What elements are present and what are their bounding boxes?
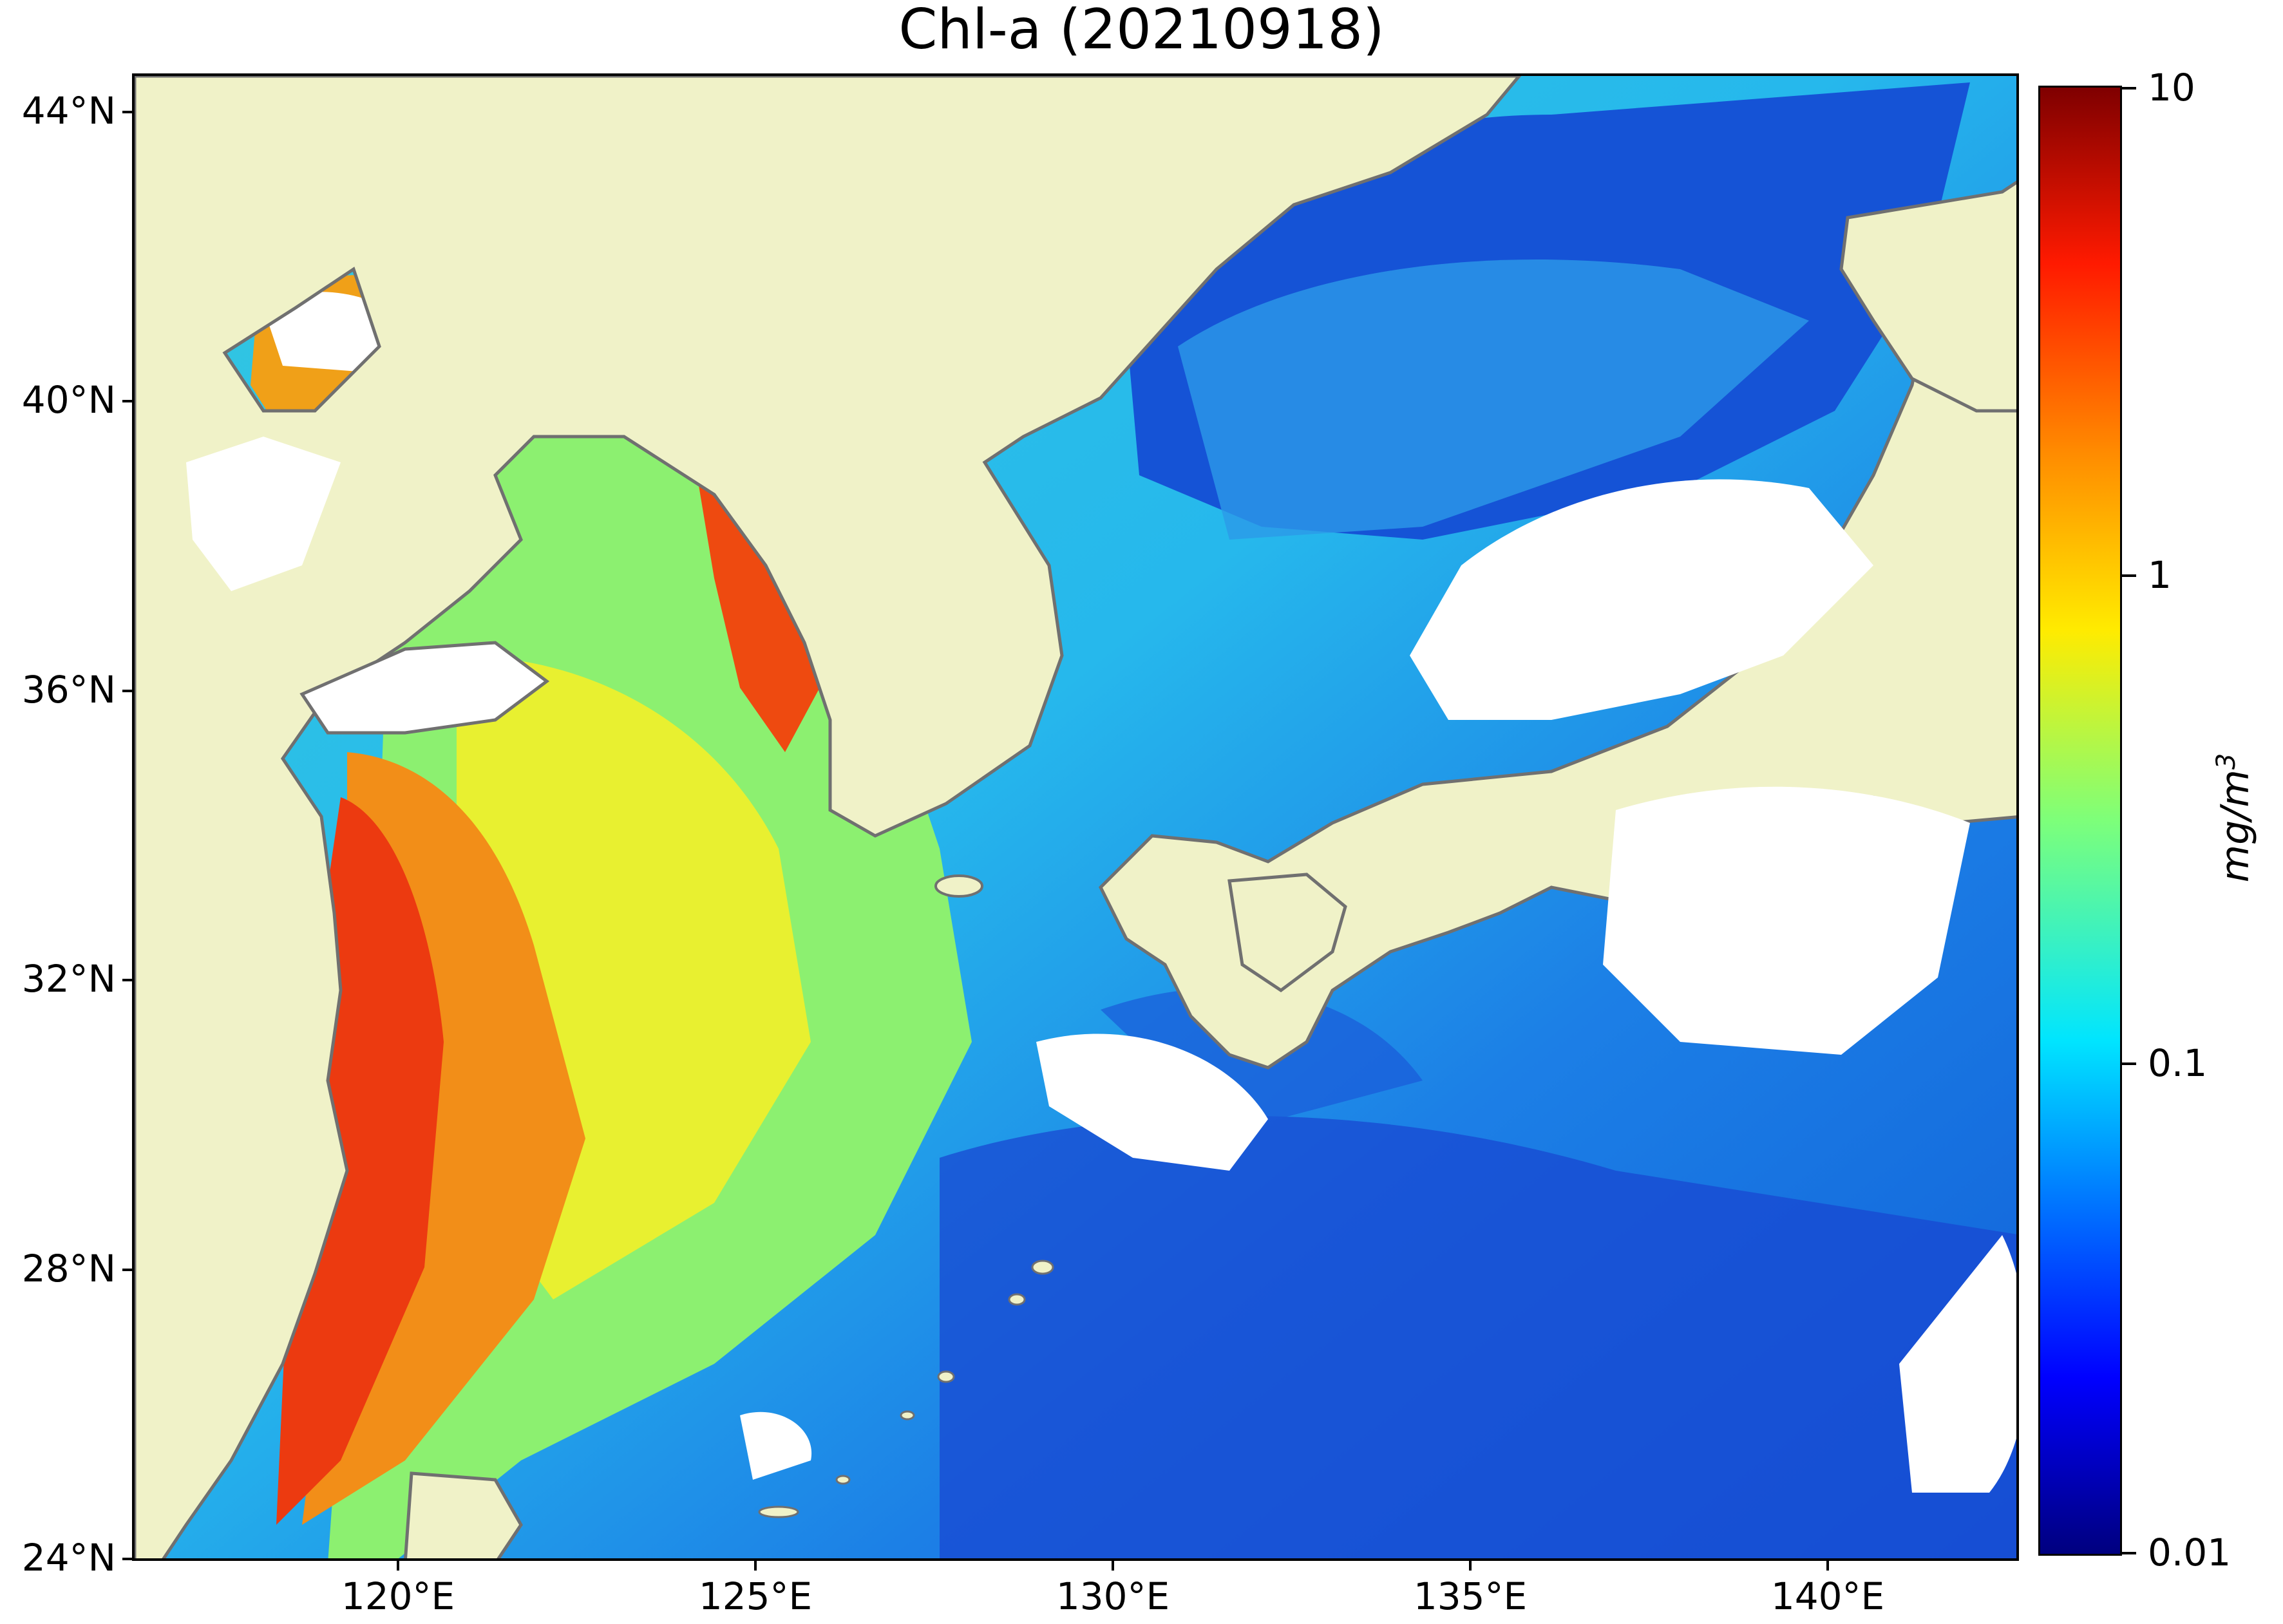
cbar-tick-10 [2122, 87, 2136, 90]
lat-label-36: 36°N [21, 668, 116, 712]
sea-of-japan-mid-region [1178, 260, 1809, 540]
lon-label-130: 130°E [1056, 1574, 1170, 1618]
lat-tick-28 [122, 1269, 132, 1271]
lon-tick-125 [754, 1561, 757, 1571]
lat-tick-32 [122, 979, 132, 981]
lat-label-28: 28°N [21, 1247, 116, 1290]
map-canvas [135, 76, 2016, 1558]
colorbar [2038, 86, 2122, 1556]
lon-tick-130 [1112, 1561, 1114, 1571]
lon-label-125: 125°E [698, 1574, 813, 1618]
cbar-tick-1 [2122, 574, 2136, 577]
hokkaido-land [1839, 180, 2016, 413]
colorbar-unit-label: mg/m3 [2212, 753, 2258, 883]
lon-tick-140 [1826, 1561, 1829, 1571]
south-ecs-no-data [740, 1412, 812, 1480]
lat-tick-44 [122, 111, 132, 113]
lon-label-140: 140°E [1770, 1574, 1885, 1618]
taiwan-land [404, 1471, 523, 1558]
lat-label-40: 40°N [21, 378, 116, 422]
southeast-no-data [1899, 1235, 2016, 1493]
lon-tick-135 [1469, 1561, 1472, 1571]
lon-label-135: 135°E [1413, 1574, 1528, 1618]
cbar-label-10: 10 [2148, 66, 2195, 109]
pacific-low-chl-region [940, 1116, 2016, 1558]
jeju-island-land [934, 874, 983, 898]
lat-label-24: 24°N [21, 1536, 116, 1580]
cbar-label-0-1: 0.1 [2148, 1041, 2208, 1085]
cbar-tick-0-01 [2122, 1552, 2136, 1554]
pacific-east-no-data [1603, 786, 1970, 1055]
chlorophyll-map [132, 73, 2019, 1561]
ecs-cloud-no-data [1036, 1034, 1268, 1171]
lat-tick-40 [122, 400, 132, 402]
lon-tick-120 [397, 1561, 399, 1571]
cbar-tick-0-1 [2122, 1062, 2136, 1065]
lat-tick-24 [122, 1558, 132, 1560]
bohai-west-no-data [186, 437, 341, 591]
lat-label-44: 44°N [21, 89, 116, 133]
lat-label-32: 32°N [21, 957, 116, 1001]
lon-label-120: 120°E [341, 1574, 455, 1618]
asia-mainland-land [135, 76, 1522, 1558]
cbar-label-0-01: 0.01 [2148, 1531, 2231, 1574]
cbar-label-1: 1 [2148, 553, 2172, 597]
ryukyu-islands [758, 1260, 1054, 1518]
map-title: Chl-a (20210918) [898, 0, 1385, 62]
kyushu-land [1227, 873, 1347, 993]
shandong-no-data [299, 641, 550, 735]
honshu-north-no-data [1410, 479, 1873, 720]
lat-tick-36 [122, 690, 132, 692]
